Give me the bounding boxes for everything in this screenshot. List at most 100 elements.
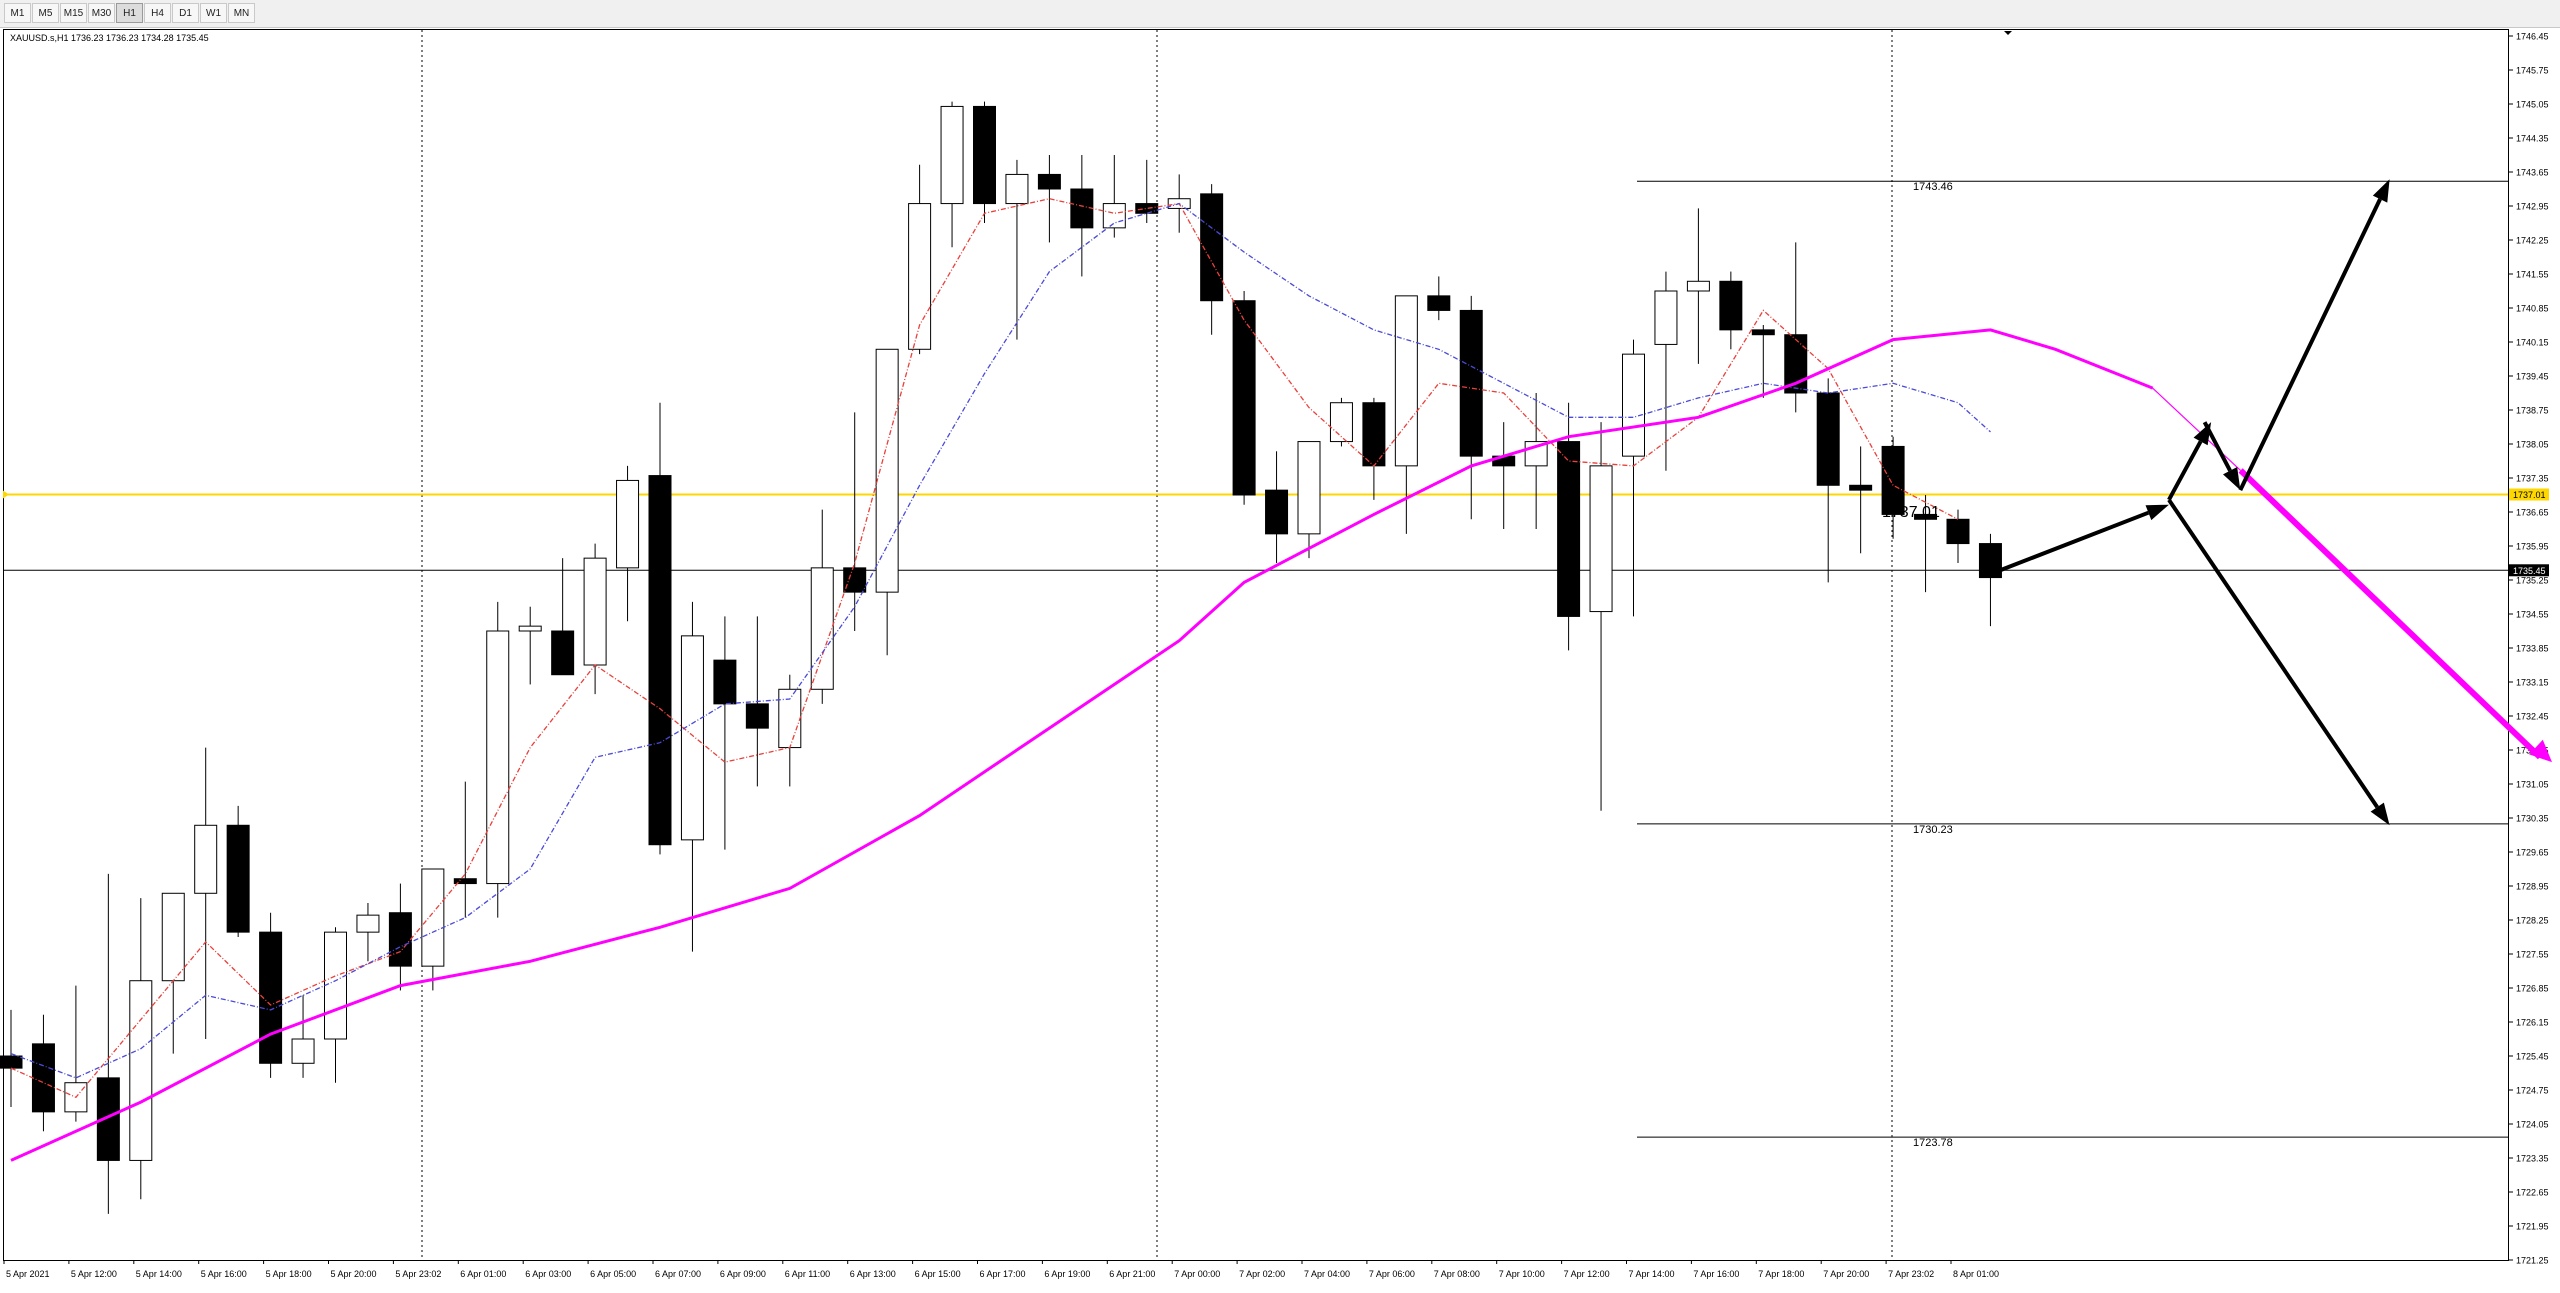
y-tick-label: 1729.65	[2516, 848, 2549, 858]
candle-body[interactable]	[713, 659, 737, 705]
candle-body[interactable]	[1751, 329, 1775, 336]
candle-body[interactable]	[96, 1077, 120, 1161]
x-tick-label: 5 Apr 18:00	[266, 1269, 312, 1279]
x-tick-label: 5 Apr 20:00	[331, 1269, 377, 1279]
candle-body[interactable]	[1297, 441, 1321, 535]
candle-body[interactable]	[1849, 484, 1873, 491]
y-tick-label: 1727.55	[2516, 950, 2549, 960]
candle-body[interactable]	[875, 348, 899, 593]
candle-body[interactable]	[0, 1055, 23, 1069]
x-tick-label: 7 Apr 04:00	[1304, 1269, 1350, 1279]
candle-body[interactable]	[356, 914, 380, 933]
candle-body[interactable]	[1005, 173, 1029, 205]
timeframe-button-h4[interactable]: H4	[144, 3, 171, 23]
ma-mid-line	[10, 202, 1991, 1079]
projection-thin	[2152, 387, 2241, 471]
x-tick-label: 7 Apr 00:00	[1174, 1269, 1220, 1279]
candle-body[interactable]	[1135, 203, 1159, 214]
y-tick-label: 1738.75	[2516, 406, 2549, 416]
projection-arrow-5-shaft	[2167, 498, 2379, 809]
timeframe-button-h1[interactable]: H1	[116, 3, 143, 23]
candle-body[interactable]	[1784, 334, 1808, 394]
x-tick-label: 7 Apr 06:00	[1369, 1269, 1415, 1279]
candle-body[interactable]	[129, 980, 153, 1161]
x-tick-label: 6 Apr 15:00	[915, 1269, 961, 1279]
candle-body[interactable]	[973, 105, 996, 205]
timeframe-button-m15[interactable]: M15	[60, 3, 87, 23]
candle-body[interactable]	[648, 475, 672, 846]
candle-body[interactable]	[1881, 445, 1905, 515]
timeframe-button-w1[interactable]: W1	[200, 3, 227, 23]
chart-area[interactable]: XAUUSD.s,H1 1736.23 1736.23 1734.28 1735…	[0, 28, 2560, 1288]
candle-body[interactable]	[421, 868, 445, 967]
candle-body[interactable]	[453, 878, 477, 885]
candle-body[interactable]	[1459, 309, 1483, 457]
candle-body[interactable]	[1622, 353, 1645, 457]
candle-body[interactable]	[194, 824, 218, 894]
x-tick-label: 7 Apr 14:00	[1629, 1269, 1675, 1279]
candle-body[interactable]	[1914, 513, 1938, 520]
timeframe-button-mn[interactable]: MN	[228, 3, 255, 23]
x-tick-label: 5 Apr 14:00	[136, 1269, 182, 1279]
candle-body[interactable]	[1816, 392, 1840, 486]
y-tick-label: 1743.65	[2516, 168, 2549, 178]
candle-body[interactable]	[583, 557, 607, 666]
candle-body[interactable]	[1589, 465, 1613, 613]
candle-body[interactable]	[745, 703, 769, 729]
candle-body[interactable]	[486, 630, 510, 885]
candle-body[interactable]	[1200, 193, 1224, 302]
x-tick-label: 7 Apr 02:00	[1239, 1269, 1285, 1279]
candle-body[interactable]	[940, 105, 964, 205]
candle-body[interactable]	[1946, 518, 1970, 545]
candle-body[interactable]	[1719, 280, 1743, 331]
y-tick-label: 1740.85	[2516, 304, 2549, 314]
price-tag-label: 1737.01	[2513, 490, 2546, 500]
x-tick-label: 6 Apr 01:00	[460, 1269, 506, 1279]
candle-body[interactable]	[1232, 300, 1256, 496]
candle-body[interactable]	[1070, 188, 1094, 229]
candle-body[interactable]	[324, 931, 347, 1040]
timeframe-button-m30[interactable]: M30	[88, 3, 115, 23]
candle-body[interactable]	[161, 892, 185, 982]
candle-body[interactable]	[1394, 295, 1418, 467]
projection-arrow-3-shaft	[2202, 421, 2232, 472]
y-tick-label: 1726.85	[2516, 984, 2549, 994]
candle-body[interactable]	[1654, 290, 1678, 345]
y-tick-label: 1746.45	[2516, 32, 2549, 42]
candle-body[interactable]	[1427, 295, 1451, 311]
y-tick-label: 1723.35	[2516, 1154, 2549, 1164]
candle-body[interactable]	[908, 203, 932, 350]
candle-body[interactable]	[1265, 489, 1289, 535]
ma-fast-line	[10, 198, 1959, 1099]
candle-body[interactable]	[1102, 203, 1126, 229]
x-tick-label: 6 Apr 09:00	[720, 1269, 766, 1279]
timeframe-button-m5[interactable]: M5	[32, 3, 59, 23]
y-tick-label: 1724.75	[2516, 1086, 2549, 1096]
x-tick-label: 5 Apr 16:00	[201, 1269, 247, 1279]
timeframe-button-d1[interactable]: D1	[172, 3, 199, 23]
candle-body[interactable]	[1978, 543, 2002, 579]
price-chart[interactable]: XAUUSD.s,H1 1736.23 1736.23 1734.28 1735…	[0, 28, 2560, 1288]
timeframe-button-m1[interactable]: M1	[4, 3, 31, 23]
x-tick-label: 5 Apr 12:00	[71, 1269, 117, 1279]
candle-body[interactable]	[1557, 441, 1581, 617]
timeframe-toolbar: M1 M5 M15 M30 H1 H4 D1 W1 MN	[0, 0, 2560, 28]
candle-body[interactable]	[1686, 280, 1710, 292]
trend-label: 1737.01	[1882, 504, 1940, 521]
candle-body[interactable]	[388, 912, 412, 967]
candle-body[interactable]	[551, 630, 575, 676]
y-tick-label: 1745.75	[2516, 66, 2549, 76]
y-tick-label: 1726.15	[2516, 1018, 2549, 1028]
candle-body[interactable]	[616, 479, 640, 569]
candle-body[interactable]	[1037, 173, 1061, 190]
candle-body[interactable]	[518, 625, 542, 632]
projection-arrow-3-head	[2223, 466, 2241, 491]
candle-body[interactable]	[810, 567, 834, 690]
candle-body[interactable]	[843, 567, 867, 593]
x-tick-label: 7 Apr 20:00	[1823, 1269, 1869, 1279]
candle-body[interactable]	[680, 635, 704, 841]
candle-body[interactable]	[31, 1043, 55, 1113]
candle-body[interactable]	[291, 1038, 315, 1064]
candle-body[interactable]	[1329, 402, 1353, 443]
candle-body[interactable]	[226, 824, 250, 933]
